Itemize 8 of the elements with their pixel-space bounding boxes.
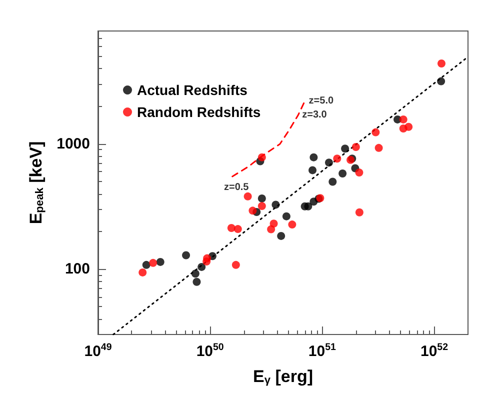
annotation: z=3.0 — [302, 110, 328, 121]
y-tick-label: 100 — [64, 260, 90, 278]
legend-label: Random Redshifts — [137, 104, 261, 120]
y-tick-label: 1000 — [56, 135, 90, 152]
y-axis-title: Epeak [keV] — [26, 141, 46, 224]
annotation: z=0.5 — [224, 182, 250, 193]
annotation: z=5.0 — [308, 96, 334, 107]
legend-label: Actual Redshifts — [137, 82, 248, 98]
